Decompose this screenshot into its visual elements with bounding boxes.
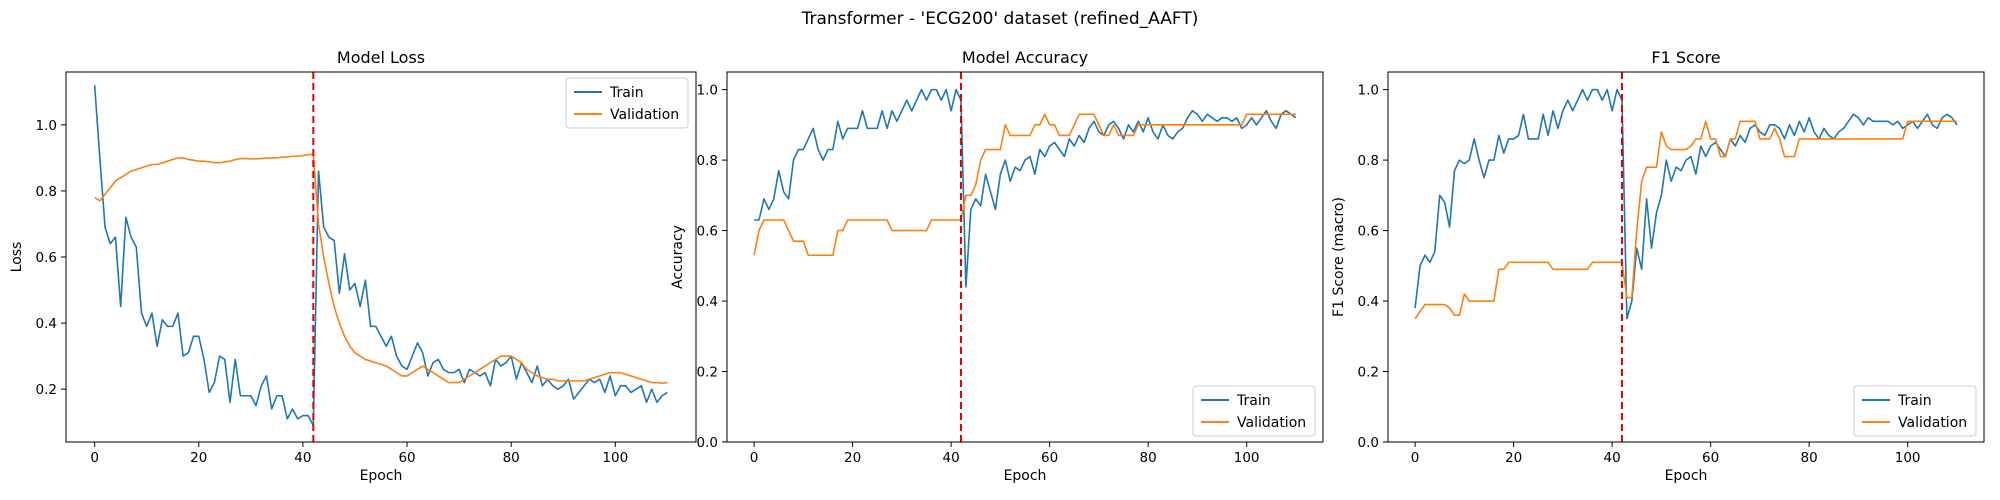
y-tick-label: 0.2 — [1358, 365, 1379, 381]
x-tick-label: 20 — [1505, 450, 1522, 466]
x-tick-label: 40 — [1604, 450, 1621, 466]
x-tick-label: 60 — [398, 450, 415, 466]
y-tick-label: 0.6 — [36, 250, 57, 266]
series-lines — [753, 88, 1297, 288]
y-tick-label: 0.8 — [697, 153, 718, 169]
x-tick-label: 60 — [1702, 450, 1719, 466]
series-lines — [1414, 88, 1958, 320]
x-tick-label: 40 — [943, 450, 960, 466]
f1-panel: F1 Score 0 20 40 60 80 100 0.0 0.2 0.4 0.6 0.8 1.0 Ep… — [1331, 48, 1985, 484]
chart-title: Model Accuracy — [962, 48, 1088, 67]
x-tick-label: 100 — [602, 450, 628, 466]
x-tick-label: 0 — [750, 450, 759, 466]
legend-label-train: Train — [609, 85, 644, 101]
validation-line — [1414, 120, 1957, 320]
y-tick-label: 1.0 — [36, 118, 57, 134]
legend-box — [1192, 385, 1316, 437]
legend-label-validation: Validation — [1237, 415, 1306, 431]
y-tick-label: 0.0 — [697, 435, 718, 451]
train-line — [754, 88, 1297, 288]
x-tick-label: 0 — [1411, 450, 1420, 466]
x-tick-label: 20 — [844, 450, 861, 466]
legend: Train Validation — [1192, 385, 1316, 437]
y-tick-label: 0.8 — [1358, 153, 1379, 169]
y-axis-label: F1 Score (macro) — [1331, 197, 1347, 317]
y-tick-label: 0.4 — [1358, 294, 1379, 310]
legend-label-train: Train — [1897, 393, 1932, 409]
legend-box — [1853, 385, 1977, 437]
x-tick-label: 20 — [190, 450, 207, 466]
y-axis-label: Accuracy — [670, 225, 686, 289]
y-tick-label: 1.0 — [1358, 83, 1379, 99]
x-tick-label: 100 — [1234, 450, 1260, 466]
y-tick-label: 0.6 — [697, 224, 718, 240]
plot-frame — [1387, 71, 1985, 443]
y-tick-label: 0.0 — [1358, 435, 1379, 451]
y-tick-label: 0.2 — [697, 365, 718, 381]
y-axis-label: Loss — [9, 242, 25, 273]
series-lines — [93, 85, 668, 427]
validation-line — [94, 153, 668, 385]
legend-box — [565, 77, 689, 129]
x-tick-label: 80 — [503, 450, 520, 466]
plot-frame — [726, 71, 1324, 443]
chart-title: Model Loss — [337, 48, 425, 67]
x-axis-label: Epoch — [1004, 468, 1047, 484]
x-tick-label: 40 — [294, 450, 311, 466]
x-axis-label: Epoch — [1665, 468, 1708, 484]
y-tick-label: 1.0 — [697, 83, 718, 99]
y-tick-label: 0.4 — [697, 294, 718, 310]
legend: Train Validation — [1853, 385, 1977, 437]
legend-label-validation: Validation — [1898, 415, 1967, 431]
y-tick-label: 0.4 — [36, 316, 57, 332]
legend-label-validation: Validation — [610, 107, 679, 123]
y-tick-label: 0.6 — [1358, 224, 1379, 240]
x-tick-label: 0 — [90, 450, 99, 466]
x-tick-label: 80 — [1801, 450, 1818, 466]
loss-panel: Model Loss 0 20 40 60 80 100 0.2 0.4 0.6 0.8 1.0 Epo… — [9, 48, 697, 484]
train-line — [1414, 88, 1958, 320]
x-tick-label: 60 — [1041, 450, 1058, 466]
accuracy-panel: Model Accuracy 0 20 40 60 80 100 0.0 0.2 0.4 0.6 0.… — [670, 48, 1324, 484]
x-axis-label: Epoch — [360, 468, 403, 484]
y-tick-label: 0.8 — [36, 184, 57, 200]
train-line — [93, 85, 668, 427]
legend: Train Validation — [565, 77, 689, 129]
x-tick-label: 80 — [1140, 450, 1157, 466]
validation-line — [753, 113, 1296, 257]
chart-title: F1 Score — [1651, 48, 1720, 67]
x-tick-label: 100 — [1895, 450, 1921, 466]
y-tick-label: 0.2 — [36, 382, 57, 398]
plot-frame — [65, 71, 697, 443]
legend-label-train: Train — [1236, 393, 1271, 409]
figure-title: Transformer - 'ECG200' dataset (refined_… — [801, 9, 1199, 29]
